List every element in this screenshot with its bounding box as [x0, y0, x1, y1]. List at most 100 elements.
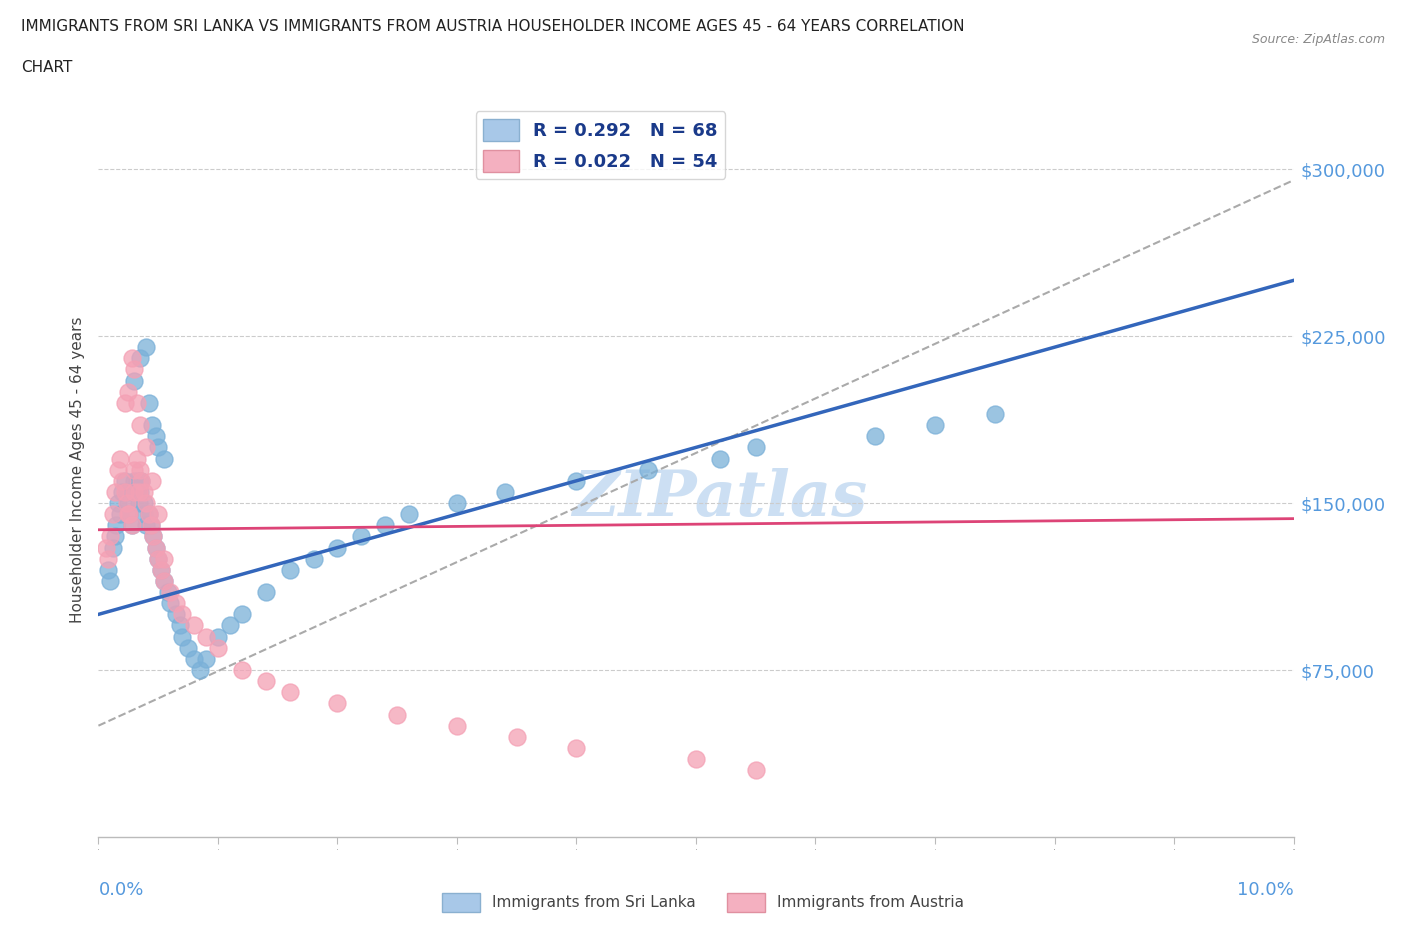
Point [278, 563, 301, 578]
Point [153, 551, 176, 566]
Point [685, 751, 707, 766]
Point [188, 662, 211, 677]
Point [254, 673, 277, 688]
Point [302, 551, 325, 566]
Point [207, 630, 229, 644]
Y-axis label: Householder Income Ages 45 - 64 years: Householder Income Ages 45 - 64 years [69, 316, 84, 623]
Point [506, 729, 529, 744]
Point [745, 440, 768, 455]
Point [159, 585, 181, 600]
Text: 0.0%: 0.0% [98, 881, 143, 899]
Point [745, 763, 768, 777]
Point [169, 618, 191, 633]
Point [153, 451, 176, 466]
Point [565, 473, 588, 488]
Point [132, 485, 155, 499]
Point [183, 618, 205, 633]
Point [172, 607, 194, 622]
Point [114, 473, 136, 488]
Point [125, 473, 148, 488]
Point [129, 351, 152, 365]
Point [98, 529, 122, 544]
Point [865, 429, 887, 444]
Point [117, 496, 139, 511]
Point [125, 485, 148, 499]
Point [149, 563, 172, 578]
Point [94, 540, 117, 555]
Point [97, 563, 120, 578]
Point [132, 507, 155, 522]
Point [254, 585, 277, 600]
Point [350, 529, 373, 544]
Point [219, 618, 242, 633]
Point [139, 518, 162, 533]
Point [145, 429, 167, 444]
Text: 10.0%: 10.0% [1237, 881, 1294, 899]
Point [114, 485, 136, 499]
Point [148, 440, 170, 455]
Point [104, 485, 127, 499]
Point [153, 574, 176, 589]
Point [124, 485, 146, 499]
Point [924, 418, 946, 432]
Text: Source: ZipAtlas.com: Source: ZipAtlas.com [1251, 33, 1385, 46]
Point [132, 496, 155, 511]
Legend: R = 0.292   N = 68, R = 0.022   N = 54: R = 0.292 N = 68, R = 0.022 N = 54 [475, 112, 725, 179]
Point [135, 496, 157, 511]
Point [165, 607, 187, 622]
Point [129, 473, 152, 488]
Point [124, 362, 146, 377]
Point [153, 574, 176, 589]
Point [129, 462, 152, 477]
Point [111, 473, 134, 488]
Point [129, 418, 152, 432]
Point [98, 574, 122, 589]
Point [131, 473, 153, 488]
Point [142, 529, 165, 544]
Point [135, 339, 157, 354]
Point [177, 641, 200, 656]
Point [148, 551, 170, 566]
Point [494, 485, 516, 499]
Point [148, 551, 170, 566]
Point [124, 473, 146, 488]
Point [127, 485, 149, 499]
Point [117, 507, 139, 522]
Text: ZIPatlas: ZIPatlas [572, 469, 868, 530]
Point [141, 473, 163, 488]
Point [124, 462, 146, 477]
Point [117, 384, 139, 399]
Point [142, 529, 165, 544]
Point [195, 651, 218, 666]
Point [121, 518, 143, 533]
Point [118, 507, 141, 522]
Point [105, 518, 128, 533]
Point [131, 473, 153, 488]
Point [565, 740, 588, 755]
Point [111, 485, 134, 499]
Point [145, 540, 167, 555]
Point [326, 540, 349, 555]
Point [101, 540, 124, 555]
Point [125, 451, 148, 466]
Point [172, 630, 194, 644]
Point [148, 507, 170, 522]
Point [121, 351, 143, 365]
Point [156, 585, 179, 600]
Point [139, 518, 162, 533]
Point [231, 607, 253, 622]
Point [128, 485, 150, 499]
Point [374, 518, 396, 533]
Point [138, 507, 160, 522]
Point [165, 596, 187, 611]
Text: CHART: CHART [21, 60, 73, 75]
Point [108, 451, 131, 466]
Point [398, 507, 420, 522]
Point [135, 440, 157, 455]
Point [207, 641, 229, 656]
Legend: Immigrants from Sri Lanka, Immigrants from Austria: Immigrants from Sri Lanka, Immigrants fr… [436, 887, 970, 918]
Point [107, 462, 129, 477]
Point [125, 395, 148, 410]
Point [121, 518, 143, 533]
Point [709, 451, 731, 466]
